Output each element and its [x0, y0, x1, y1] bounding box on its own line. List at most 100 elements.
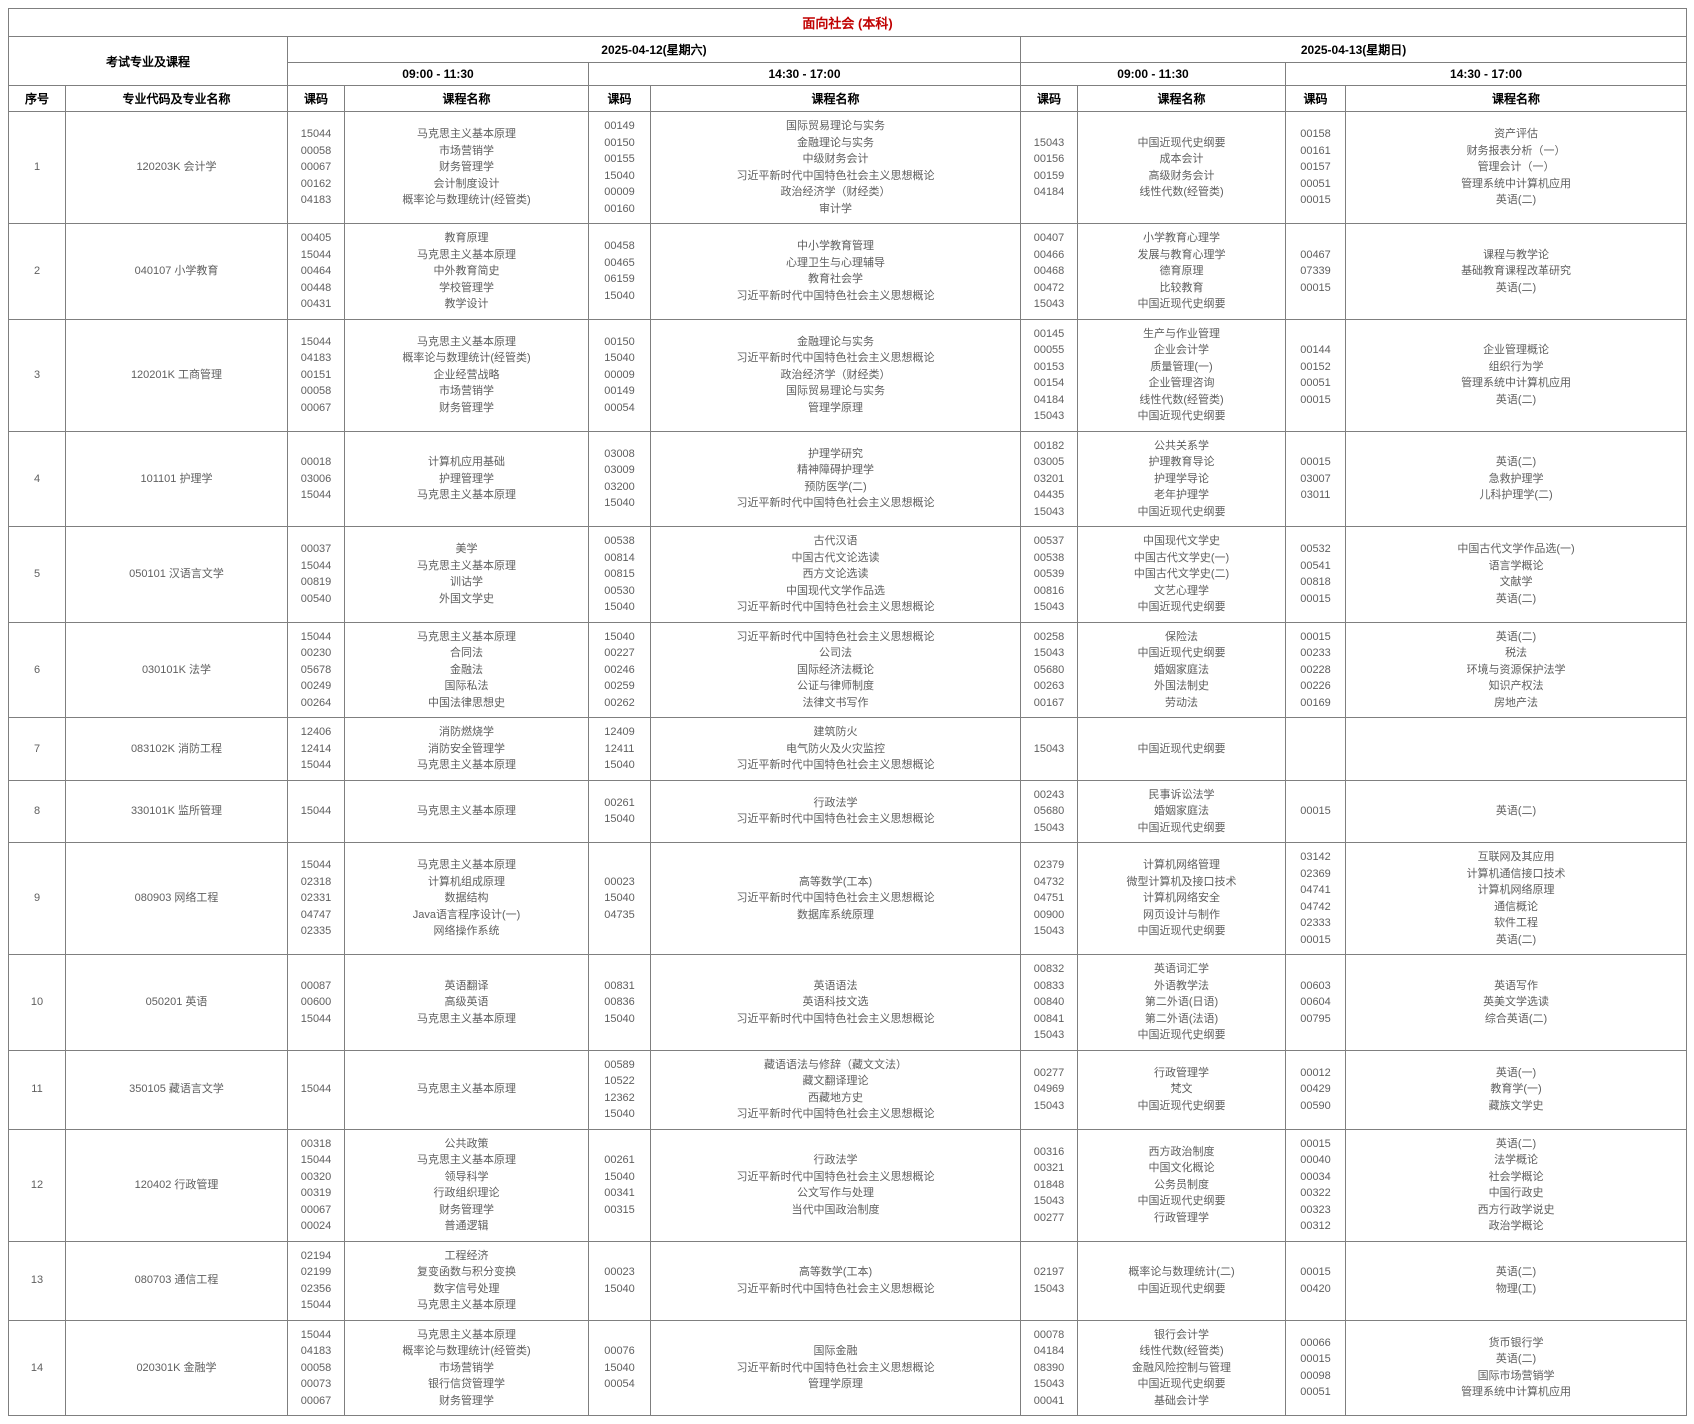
- row-number: 13: [8, 1240, 66, 1321]
- saturday-afternoon-course-codes-cell: 00023 15040: [588, 1240, 651, 1321]
- table-row: 3 120201K 工商管理 15044 04183 00151 00058 000…: [8, 318, 1688, 432]
- row-number: 4: [8, 430, 66, 527]
- table-row: 11 350105 藏语言文学 15044 马克思主义基本原理 00589 10522 …: [8, 1049, 1688, 1130]
- table-row: 14 020301K 金融学 15044 04183 00058 00073 000…: [8, 1319, 1688, 1416]
- saturday-morning-course-codes-cell: 15044 02318 02331 04747 02335: [287, 842, 345, 955]
- table-row: 1 120203K 会计学 15044 00058 00067 00162 0418…: [8, 111, 1688, 224]
- column-header-code-4: 课码: [1285, 85, 1346, 112]
- row-number: 9: [8, 842, 66, 955]
- title-row: 面向社会 (本科): [7, 8, 1688, 37]
- column-header-no: 序号: [8, 85, 66, 112]
- saturday-morning-course-names-cell: 计算机应用基础 护理管理学 马克思主义基本原理: [344, 430, 589, 527]
- saturday-afternoon-course-names-cell: 古代汉语 中国古代文论选读 西方文论选读 中国现代文学作品选 习近平新时代中国特…: [650, 526, 1021, 623]
- sunday-afternoon-course-codes-cell: [1285, 717, 1346, 781]
- row-number: 7: [8, 717, 66, 781]
- saturday-morning-course-names-cell: 公共政策 马克思主义基本原理 领导科学 行政组织理论 财务管理学 普通逻辑: [344, 1128, 589, 1242]
- table-row: 4 101101 护理学 00018 03006 15044 计算机应用基础 护理管理…: [8, 430, 1688, 527]
- saturday-afternoon-slot-header: 14:30 - 17:00: [588, 62, 1021, 86]
- saturday-morning-course-codes-cell: 00037 15044 00819 00540: [287, 526, 345, 623]
- sunday-morning-course-names-cell: 计算机网络管理 微型计算机及接口技术 计算机网络安全 网页设计与制作 中国近现代…: [1077, 842, 1286, 955]
- saturday-morning-course-codes-cell: 15044 04183 00058 00073 00067: [287, 1319, 345, 1416]
- saturday-morning-course-names-cell: 马克思主义基本原理 合同法 金融法 国际私法 中国法律思想史: [344, 621, 589, 718]
- column-header-name-2: 课程名称: [650, 85, 1021, 112]
- row-number: 2: [8, 223, 66, 320]
- saturday-morning-course-codes-cell: 15044 00230 05678 00249 00264: [287, 621, 345, 718]
- saturday-morning-course-names-cell: 工程经济 复变函数与积分变换 数字信号处理 马克思主义基本原理: [344, 1240, 589, 1321]
- column-header-row: 序号 专业代码及专业名称 课码 课程名称 课码 课程名称 课码 课程名称 课码 …: [8, 85, 1688, 112]
- major-code-and-name: 101101 护理学: [65, 430, 288, 527]
- column-header-name-1: 课程名称: [344, 85, 589, 112]
- saturday-afternoon-course-names-cell: 行政法学 习近平新时代中国特色社会主义思想概论 公文写作与处理 当代中国政治制度: [650, 1128, 1021, 1242]
- saturday-morning-course-codes-cell: 12406 12414 15044: [287, 717, 345, 781]
- sunday-afternoon-course-names-cell: 互联网及其应用 计算机通信接口技术 计算机网络原理 通信概论 软件工程 英语(二…: [1344, 842, 1688, 955]
- sunday-morning-course-names-cell: 银行会计学 线性代数(经管类) 金融风险控制与管理 中国近现代史纲要 基础会计学: [1077, 1319, 1286, 1416]
- sunday-afternoon-course-codes-cell: 00066 00015 00098 00051: [1285, 1319, 1346, 1416]
- saturday-morning-course-names-cell: 马克思主义基本原理: [344, 1049, 589, 1130]
- saturday-morning-course-names-cell: 马克思主义基本原理: [344, 779, 589, 843]
- sunday-afternoon-course-codes-cell: 00012 00429 00590: [1285, 1049, 1346, 1130]
- sunday-afternoon-course-codes-cell: 00467 07339 00015: [1285, 223, 1346, 320]
- saturday-afternoon-course-names-cell: 行政法学 习近平新时代中国特色社会主义思想概论: [650, 779, 1021, 843]
- sunday-morning-course-names-cell: 公共关系学 护理教育导论 护理学导论 老年护理学 中国近现代史纲要: [1077, 430, 1286, 527]
- sunday-morning-course-names-cell: 概率论与数理统计(二) 中国近现代史纲要: [1077, 1240, 1286, 1321]
- saturday-afternoon-course-names-cell: 藏语语法与修辞（藏文文法） 藏文翻译理论 西藏地方史 习近平新时代中国特色社会主…: [650, 1049, 1021, 1130]
- sunday-afternoon-course-names-cell: 中国古代文学作品选(一) 语言学概论 文献学 英语(二): [1344, 526, 1688, 623]
- saturday-afternoon-course-codes-cell: 00149 00150 00155 15040 00009 00160: [588, 111, 651, 224]
- major-code-and-name: 120201K 工商管理: [65, 318, 288, 432]
- major-code-and-name: 120402 行政管理: [65, 1128, 288, 1242]
- sunday-morning-course-names-cell: 中国近现代史纲要: [1077, 717, 1286, 781]
- sunday-morning-course-codes-cell: 02197 15043: [1020, 1240, 1078, 1321]
- saturday-afternoon-course-codes-cell: 15040 00227 00246 00259 00262: [588, 621, 651, 718]
- sunday-afternoon-course-codes-cell: 00015 00233 00228 00226 00169: [1285, 621, 1346, 718]
- table-row: 13 080703 通信工程 02194 02199 02356 15044 工程经济…: [8, 1240, 1688, 1321]
- saturday-afternoon-course-names-cell: 高等数学(工本) 习近平新时代中国特色社会主义思想概论 数据库系统原理: [650, 842, 1021, 955]
- saturday-afternoon-course-names-cell: 习近平新时代中国特色社会主义思想概论 公司法 国际经济法概论 公证与律师制度 法…: [650, 621, 1021, 718]
- sunday-afternoon-course-codes-cell: 00015 00420: [1285, 1240, 1346, 1321]
- saturday-morning-course-codes-cell: 00018 03006 15044: [287, 430, 345, 527]
- major-code-and-name: 020301K 金融学: [65, 1319, 288, 1416]
- sunday-morning-course-codes-cell: 15043 00156 00159 04184: [1020, 111, 1078, 224]
- saturday-morning-course-codes-cell: 15044: [287, 779, 345, 843]
- sunday-afternoon-course-names-cell: 英语(二): [1344, 779, 1688, 843]
- saturday-morning-course-codes-cell: 15044 04183 00151 00058 00067: [287, 318, 345, 432]
- saturday-afternoon-course-names-cell: 建筑防火 电气防火及火灾监控 习近平新时代中国特色社会主义思想概论: [650, 717, 1021, 781]
- date-saturday-header: 2025-04-12(星期六): [287, 36, 1021, 63]
- saturday-afternoon-course-codes-cell: 00458 00465 06159 15040: [588, 223, 651, 320]
- date-sunday-header: 2025-04-13(星期日): [1019, 36, 1688, 63]
- sunday-morning-course-codes-cell: 00182 03005 03201 04435 15043: [1020, 430, 1078, 527]
- sunday-morning-course-names-cell: 行政管理学 梵文 中国近现代史纲要: [1077, 1049, 1286, 1130]
- sunday-morning-course-codes-cell: 00145 00055 00153 00154 04184 15043: [1020, 318, 1078, 432]
- sunday-afternoon-course-codes-cell: 03142 02369 04741 04742 02333 00015: [1285, 842, 1346, 955]
- saturday-afternoon-course-codes-cell: 00076 15040 00054: [588, 1319, 651, 1416]
- sunday-morning-course-codes-cell: 00258 15043 05680 00263 00167: [1020, 621, 1078, 718]
- table-row: 9 080903 网络工程 15044 02318 02331 04747 0233…: [8, 842, 1688, 955]
- sunday-afternoon-course-codes-cell: 00015: [1285, 779, 1346, 843]
- row-number: 5: [8, 526, 66, 623]
- saturday-afternoon-course-codes-cell: 00261 15040: [588, 779, 651, 843]
- sunday-morning-course-codes-cell: 00316 00321 01848 15043 00277: [1020, 1128, 1078, 1242]
- major-code-and-name: 080903 网络工程: [65, 842, 288, 955]
- saturday-morning-course-names-cell: 马克思主义基本原理 概率论与数理统计(经管类) 市场营销学 银行信贷管理学 财务…: [344, 1319, 589, 1416]
- sunday-morning-course-codes-cell: 00407 00466 00468 00472 15043: [1020, 223, 1078, 320]
- sunday-afternoon-course-codes-cell: 00015 03007 03011: [1285, 430, 1346, 527]
- major-code-and-name: 350105 藏语言文学: [65, 1049, 288, 1130]
- column-header-name-3: 课程名称: [1077, 85, 1286, 112]
- sunday-afternoon-course-codes-cell: 00532 00541 00818 00015: [1285, 526, 1346, 623]
- major-code-and-name: 030101K 法学: [65, 621, 288, 718]
- sunday-morning-course-names-cell: 生产与作业管理 企业会计学 质量管理(一) 企业管理咨询 线性代数(经管类) 中…: [1077, 318, 1286, 432]
- row-number: 11: [8, 1049, 66, 1130]
- saturday-afternoon-course-names-cell: 中小学教育管理 心理卫生与心理辅导 教育社会学 习近平新时代中国特色社会主义思想…: [650, 223, 1021, 320]
- table-row: 7 083102K 消防工程 12406 12414 15044 消防燃烧学 消防安全…: [8, 717, 1688, 781]
- column-header-major: 专业代码及专业名称: [65, 85, 288, 112]
- saturday-morning-course-names-cell: 马克思主义基本原理 市场营销学 财务管理学 会计制度设计 概率论与数理统计(经管…: [344, 111, 589, 224]
- sunday-afternoon-course-names-cell: 企业管理概论 组织行为学 管理系统中计算机应用 英语(二): [1344, 318, 1688, 432]
- table-row: 12 120402 行政管理 00318 15044 00320 00319 000…: [8, 1128, 1688, 1242]
- saturday-morning-course-codes-cell: 15044 00058 00067 00162 04183: [287, 111, 345, 224]
- sunday-morning-course-codes-cell: 00243 05680 15043: [1020, 779, 1078, 843]
- sunday-afternoon-course-names-cell: 课程与教学论 基础教育课程改革研究 英语(二): [1344, 223, 1688, 320]
- saturday-afternoon-course-names-cell: 国际金融 习近平新时代中国特色社会主义思想概论 管理学原理: [650, 1319, 1021, 1416]
- table-row: 5 050101 汉语言文学 00037 15044 00819 00540 美学 马…: [8, 526, 1688, 623]
- sunday-afternoon-course-names-cell: 资产评估 财务报表分析（一） 管理会计（一） 管理系统中计算机应用 英语(二): [1344, 111, 1688, 224]
- row-number: 12: [8, 1128, 66, 1242]
- sunday-afternoon-course-names-cell: 英语(二) 税法 环境与资源保护法学 知识产权法 房地产法: [1344, 621, 1688, 718]
